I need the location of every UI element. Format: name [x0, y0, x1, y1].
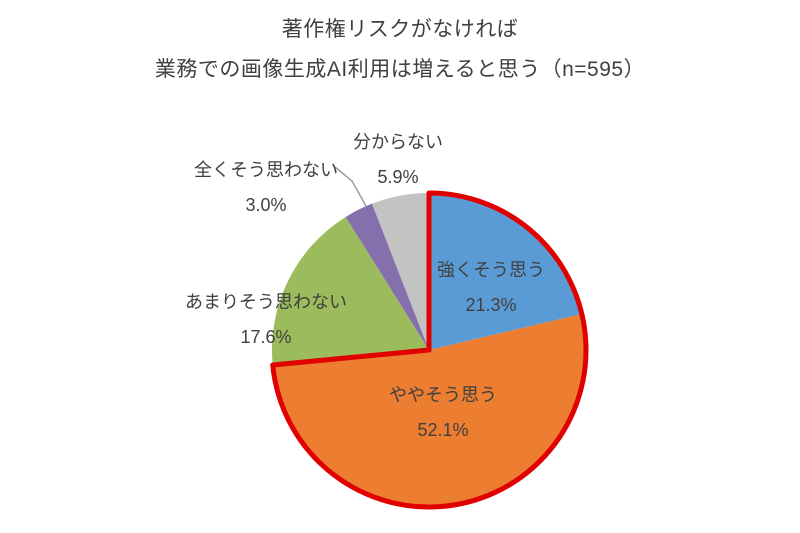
slice-label-4: 分からない — [353, 132, 443, 152]
chart-title-line1: 著作権リスクがなければ — [281, 18, 519, 41]
chart-title: 著作権リスクがなければ 業務での画像生成AI利用は増えると思う（n=595） — [0, 10, 800, 90]
chart-title-line2: 業務での画像生成AI利用は増えると思う（n=595） — [154, 58, 646, 81]
slice-pct-1: 52.1% — [417, 420, 468, 440]
slice-pct-0: 21.3% — [465, 295, 516, 315]
pie-slice-0 — [429, 193, 582, 350]
pie-slice-3 — [345, 203, 429, 350]
slice-pct-2: 17.6% — [240, 327, 291, 347]
highlight-outline — [270, 190, 589, 510]
slice-label-0: 強くそう思う — [437, 260, 545, 280]
pie-slice-4 — [372, 193, 429, 350]
slice-pct-4: 5.9% — [377, 167, 418, 187]
pie-slice-1 — [272, 314, 587, 508]
slice-label-3: 全くそう思わない — [194, 160, 338, 180]
slice-label-1: ややそう思う — [389, 385, 497, 405]
slice-label-2: あまりそう思わない — [185, 292, 347, 312]
pie-slice-2 — [272, 216, 429, 366]
slice-pct-3: 3.0% — [245, 195, 286, 215]
leader-line-3 — [334, 166, 367, 207]
